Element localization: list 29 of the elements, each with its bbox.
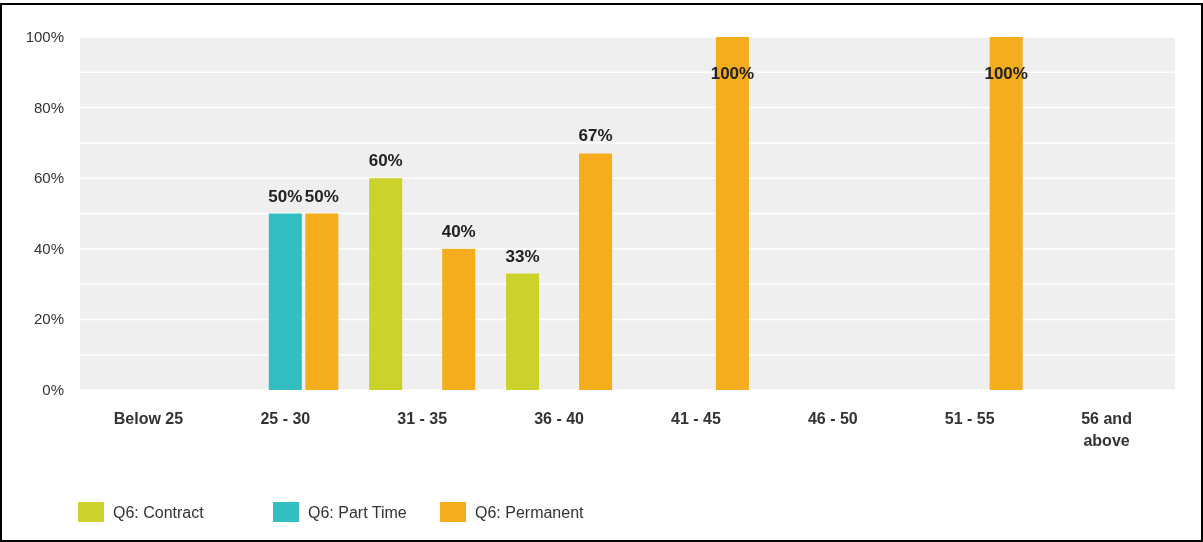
legend-label: Q6: Permanent bbox=[475, 504, 585, 521]
bar bbox=[369, 178, 403, 390]
legend-label: Q6: Contract bbox=[113, 504, 205, 521]
bar bbox=[268, 213, 302, 390]
data-label: 67% bbox=[578, 126, 613, 146]
legend-label: Q6: Part Time bbox=[308, 504, 407, 521]
y-tick-label: 0% bbox=[42, 381, 64, 398]
bar bbox=[305, 213, 339, 390]
x-tick-label: 41 - 45 bbox=[671, 410, 721, 427]
data-label: 50% bbox=[304, 186, 339, 206]
y-tick-label: 40% bbox=[33, 239, 64, 257]
x-tick-label: 51 - 55 bbox=[944, 410, 995, 427]
y-tick-label: 60% bbox=[33, 169, 64, 187]
x-tick-label: 36 - 40 bbox=[534, 410, 585, 427]
y-tick-label: 80% bbox=[33, 98, 64, 116]
x-tick-label: 46 - 50 bbox=[807, 410, 858, 427]
data-label: 40% bbox=[441, 221, 476, 241]
data-label: 33% bbox=[505, 246, 540, 266]
x-tick-label: 25 - 30 bbox=[260, 410, 311, 427]
data-label: 50% bbox=[268, 186, 303, 206]
bar bbox=[442, 248, 476, 390]
x-tick-label: 56 and above bbox=[1081, 410, 1132, 449]
x-tick-label: 31 - 35 bbox=[397, 410, 448, 427]
x-tick-label: Below 25 bbox=[113, 410, 184, 427]
bar bbox=[579, 153, 613, 390]
y-tick-label: 20% bbox=[33, 310, 64, 328]
y-tick-label: 100% bbox=[25, 28, 64, 45]
data-label: 60% bbox=[368, 151, 403, 171]
bar bbox=[506, 273, 540, 390]
